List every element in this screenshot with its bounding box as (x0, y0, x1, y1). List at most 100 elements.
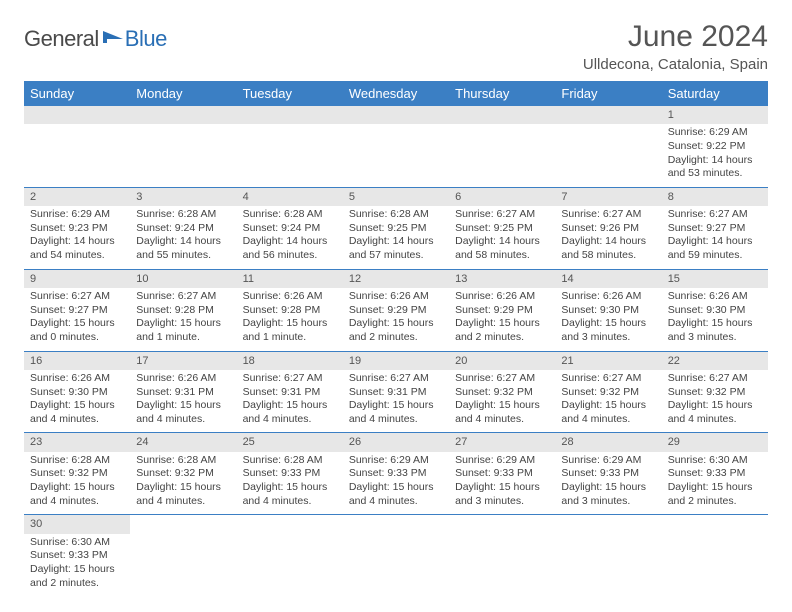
day-info: Sunrise: 6:28 AMSunset: 9:32 PMDaylight:… (136, 454, 230, 509)
day-info: Sunrise: 6:27 AMSunset: 9:28 PMDaylight:… (136, 290, 230, 345)
calendar-row: 2Sunrise: 6:29 AMSunset: 9:23 PMDaylight… (24, 187, 768, 269)
calendar-cell: 20Sunrise: 6:27 AMSunset: 9:32 PMDayligh… (449, 351, 555, 433)
sunset-text: Sunset: 9:29 PM (455, 304, 549, 318)
daylight-text: Daylight: 15 hours and 2 minutes. (349, 317, 443, 344)
empty-daynum (449, 106, 555, 124)
calendar-cell: 14Sunrise: 6:26 AMSunset: 9:30 PMDayligh… (555, 269, 661, 351)
sunset-text: Sunset: 9:31 PM (349, 386, 443, 400)
calendar-cell: 24 Sunrise: 6:28 AMSunset: 9:32 PMDayligh… (130, 433, 236, 515)
daylight-text: Daylight: 15 hours and 4 minutes. (243, 481, 337, 508)
calendar-cell (24, 106, 130, 187)
calendar-table: Sunday Monday Tuesday Wednesday Thursday… (24, 81, 768, 596)
sunrise-text: Sunrise: 6:29 AM (668, 126, 762, 140)
calendar-row: 23Sunrise: 6:28 AMSunset: 9:32 PMDayligh… (24, 433, 768, 515)
calendar-cell (237, 515, 343, 596)
day-info: Sunrise: 6:29 AMSunset: 9:23 PMDaylight:… (30, 208, 124, 263)
daylight-text: Daylight: 15 hours and 3 minutes. (455, 481, 549, 508)
sunset-text: Sunset: 9:33 PM (561, 467, 655, 481)
daylight-text: Daylight: 14 hours and 55 minutes. (136, 235, 230, 262)
day-info: Sunrise: 6:27 AMSunset: 9:32 PMDaylight:… (455, 372, 549, 427)
day-number: 17 (130, 352, 236, 370)
day-number: 5 (343, 188, 449, 206)
calendar-row: 30Sunrise: 6:30 AMSunset: 9:33 PMDayligh… (24, 515, 768, 596)
day-number: 22 (662, 352, 768, 370)
day-number: 11 (237, 270, 343, 288)
day-header: Thursday (449, 81, 555, 106)
sunset-text: Sunset: 9:27 PM (668, 222, 762, 236)
sunset-text: Sunset: 9:27 PM (30, 304, 124, 318)
day-number: 19 (343, 352, 449, 370)
day-number: 24 (130, 433, 236, 451)
sunset-text: Sunset: 9:24 PM (243, 222, 337, 236)
empty-daynum (555, 106, 661, 124)
calendar-cell: 21 Sunrise: 6:27 AMSunset: 9:32 PMDayligh… (555, 351, 661, 433)
sunrise-text: Sunrise: 6:27 AM (349, 372, 443, 386)
calendar-cell: 11 Sunrise: 6:26 AMSunset: 9:28 PMDayligh… (237, 269, 343, 351)
sunrise-text: Sunrise: 6:29 AM (561, 454, 655, 468)
sunrise-text: Sunrise: 6:28 AM (136, 454, 230, 468)
daylight-text: Daylight: 15 hours and 1 minute. (136, 317, 230, 344)
day-header: Friday (555, 81, 661, 106)
day-number: 18 (237, 352, 343, 370)
day-info: Sunrise: 6:28 AMSunset: 9:33 PMDaylight:… (243, 454, 337, 509)
sunrise-text: Sunrise: 6:28 AM (349, 208, 443, 222)
calendar-cell: 25Sunrise: 6:28 AMSunset: 9:33 PMDayligh… (237, 433, 343, 515)
daylight-text: Daylight: 15 hours and 2 minutes. (455, 317, 549, 344)
day-info: Sunrise: 6:27 AMSunset: 9:27 PMDaylight:… (668, 208, 762, 263)
day-number: 3 (130, 188, 236, 206)
day-number: 21 (555, 352, 661, 370)
sunset-text: Sunset: 9:31 PM (136, 386, 230, 400)
daylight-text: Daylight: 15 hours and 1 minute. (243, 317, 337, 344)
sunrise-text: Sunrise: 6:27 AM (30, 290, 124, 304)
sunset-text: Sunset: 9:24 PM (136, 222, 230, 236)
day-number: 28 (555, 433, 661, 451)
flag-icon (103, 29, 125, 50)
calendar-cell: 23Sunrise: 6:28 AMSunset: 9:32 PMDayligh… (24, 433, 130, 515)
sunset-text: Sunset: 9:30 PM (30, 386, 124, 400)
sunrise-text: Sunrise: 6:28 AM (30, 454, 124, 468)
daylight-text: Daylight: 15 hours and 3 minutes. (561, 317, 655, 344)
sunrise-text: Sunrise: 6:26 AM (136, 372, 230, 386)
day-info: Sunrise: 6:27 AMSunset: 9:25 PMDaylight:… (455, 208, 549, 263)
day-info: Sunrise: 6:26 AMSunset: 9:29 PMDaylight:… (349, 290, 443, 345)
day-info: Sunrise: 6:27 AMSunset: 9:31 PMDaylight:… (349, 372, 443, 427)
day-info: Sunrise: 6:26 AMSunset: 9:30 PMDaylight:… (30, 372, 124, 427)
calendar-cell: 15Sunrise: 6:26 AMSunset: 9:30 PMDayligh… (662, 269, 768, 351)
day-info: Sunrise: 6:27 AMSunset: 9:32 PMDaylight:… (561, 372, 655, 427)
daylight-text: Daylight: 15 hours and 4 minutes. (30, 399, 124, 426)
sunrise-text: Sunrise: 6:26 AM (668, 290, 762, 304)
daylight-text: Daylight: 14 hours and 58 minutes. (561, 235, 655, 262)
header: General Blue June 2024 Ulldecona, Catalo… (24, 20, 768, 73)
day-number: 16 (24, 352, 130, 370)
calendar-cell (237, 106, 343, 187)
day-info: Sunrise: 6:26 AMSunset: 9:28 PMDaylight:… (243, 290, 337, 345)
calendar-cell: 5 Sunrise: 6:28 AMSunset: 9:25 PMDaylight… (343, 187, 449, 269)
empty-daynum (24, 106, 130, 124)
sunrise-text: Sunrise: 6:28 AM (136, 208, 230, 222)
calendar-cell: 22Sunrise: 6:27 AMSunset: 9:32 PMDayligh… (662, 351, 768, 433)
day-number: 6 (449, 188, 555, 206)
sunset-text: Sunset: 9:32 PM (136, 467, 230, 481)
sunrise-text: Sunrise: 6:27 AM (668, 372, 762, 386)
sunset-text: Sunset: 9:28 PM (136, 304, 230, 318)
sunrise-text: Sunrise: 6:29 AM (349, 454, 443, 468)
calendar-cell: 6 Sunrise: 6:27 AMSunset: 9:25 PMDaylight… (449, 187, 555, 269)
sunrise-text: Sunrise: 6:28 AM (243, 208, 337, 222)
day-info: Sunrise: 6:28 AMSunset: 9:25 PMDaylight:… (349, 208, 443, 263)
sunrise-text: Sunrise: 6:26 AM (455, 290, 549, 304)
day-info: Sunrise: 6:28 AMSunset: 9:24 PMDaylight:… (243, 208, 337, 263)
sunset-text: Sunset: 9:31 PM (243, 386, 337, 400)
calendar-cell: 17Sunrise: 6:26 AMSunset: 9:31 PMDayligh… (130, 351, 236, 433)
logo: General Blue (24, 26, 167, 52)
day-number: 30 (24, 515, 130, 533)
day-info: Sunrise: 6:29 AMSunset: 9:22 PMDaylight:… (668, 126, 762, 181)
sunset-text: Sunset: 9:22 PM (668, 140, 762, 154)
sunrise-text: Sunrise: 6:29 AM (455, 454, 549, 468)
day-number: 8 (662, 188, 768, 206)
sunrise-text: Sunrise: 6:30 AM (30, 536, 124, 550)
sunset-text: Sunset: 9:33 PM (455, 467, 549, 481)
day-header: Saturday (662, 81, 768, 106)
location: Ulldecona, Catalonia, Spain (583, 56, 768, 73)
calendar-cell: 10Sunrise: 6:27 AMSunset: 9:28 PMDayligh… (130, 269, 236, 351)
day-info: Sunrise: 6:28 AMSunset: 9:24 PMDaylight:… (136, 208, 230, 263)
